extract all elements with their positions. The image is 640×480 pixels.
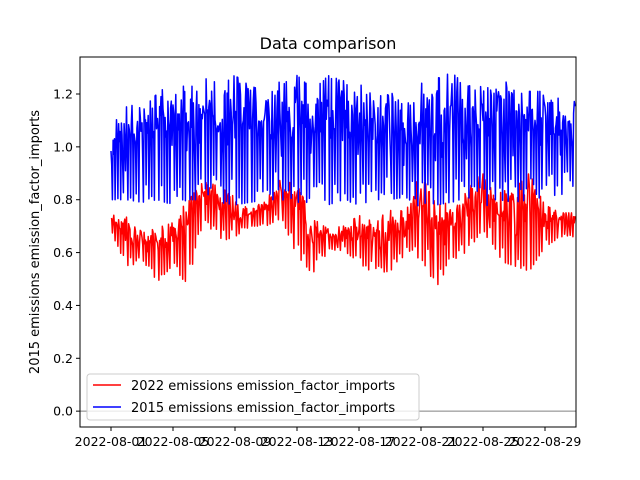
legend: 2022 emissions emission_factor_imports 2… [86,373,420,421]
series-layer [110,73,576,286]
y-tick-label: 1.2 [53,87,73,102]
x-axis-ticks: 2022-08-012022-08-052022-08-092022-08-13… [75,427,582,449]
y-tick-label: 0.8 [53,192,73,207]
x-tick-label: 2022-08-25 [447,434,520,449]
x-tick-label: 2022-08-17 [323,434,396,449]
series-line-2015 [110,73,576,207]
x-tick-label: 2022-08-09 [199,434,272,449]
chart-title: Data comparison [260,34,397,53]
x-tick-label: 2022-08-21 [385,434,458,449]
y-axis-ticks: 0.0 0.2 0.4 0.6 0.8 1.0 1.2 [53,87,80,419]
x-tick-label: 2022-08-05 [137,434,210,449]
y-axis-label: 2015 emissions emission_factor_imports [28,110,43,374]
plot-frame [79,56,577,428]
y-tick-label: 0.4 [53,298,73,313]
x-tick-label: 2022-08-01 [75,434,148,449]
y-tick-label: 0.2 [53,351,73,366]
legend-box [86,373,420,421]
y-tick-label: 1.0 [53,139,73,154]
legend-label-2015: 2015 emissions emission_factor_imports [131,401,395,416]
x-tick-label: 2022-08-29 [509,434,582,449]
legend-label-2022: 2022 emissions emission_factor_imports [131,379,395,394]
x-tick-label: 2022-08-13 [261,434,334,449]
y-tick-label: 0.0 [53,404,73,419]
y-tick-label: 0.6 [53,245,73,260]
series-line-2022 [110,173,576,286]
